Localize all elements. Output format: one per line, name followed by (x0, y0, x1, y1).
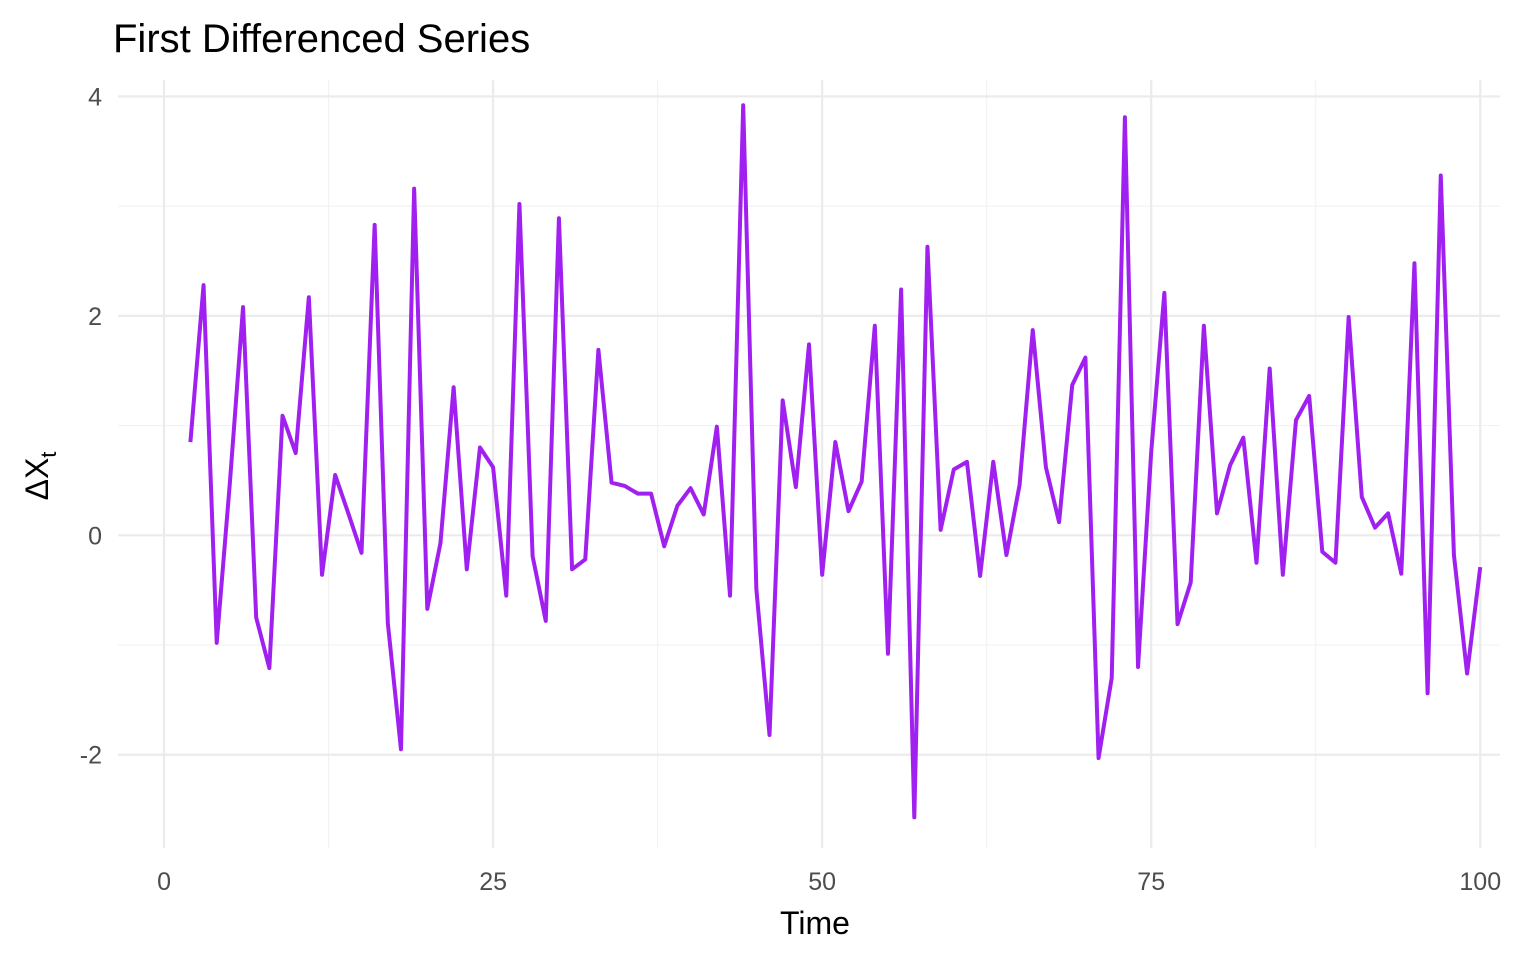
chart-title: First Differenced Series (113, 17, 530, 61)
y-axis-title-main: ΔX (19, 458, 55, 501)
x-axis-title: Time (780, 905, 850, 941)
y-tick-label: 2 (88, 303, 102, 331)
x-tick-label: 25 (479, 868, 507, 896)
y-axis-title: ΔXt (19, 452, 61, 501)
x-tick-label: 100 (1459, 868, 1501, 896)
grid (118, 80, 1500, 848)
y-tick-label: -2 (80, 742, 102, 770)
y-axis-title-subscript: t (36, 452, 61, 458)
x-tick-label: 50 (808, 868, 836, 896)
x-tick-labels: 0 25 50 75 100 (157, 868, 1501, 896)
series-line (188, 103, 1483, 820)
y-tick-labels: -2 0 2 4 (80, 83, 102, 769)
x-tick-label: 0 (157, 868, 171, 896)
x-tick-label: 75 (1137, 868, 1165, 896)
y-tick-label: 0 (88, 522, 102, 550)
y-tick-label: 4 (88, 83, 102, 111)
